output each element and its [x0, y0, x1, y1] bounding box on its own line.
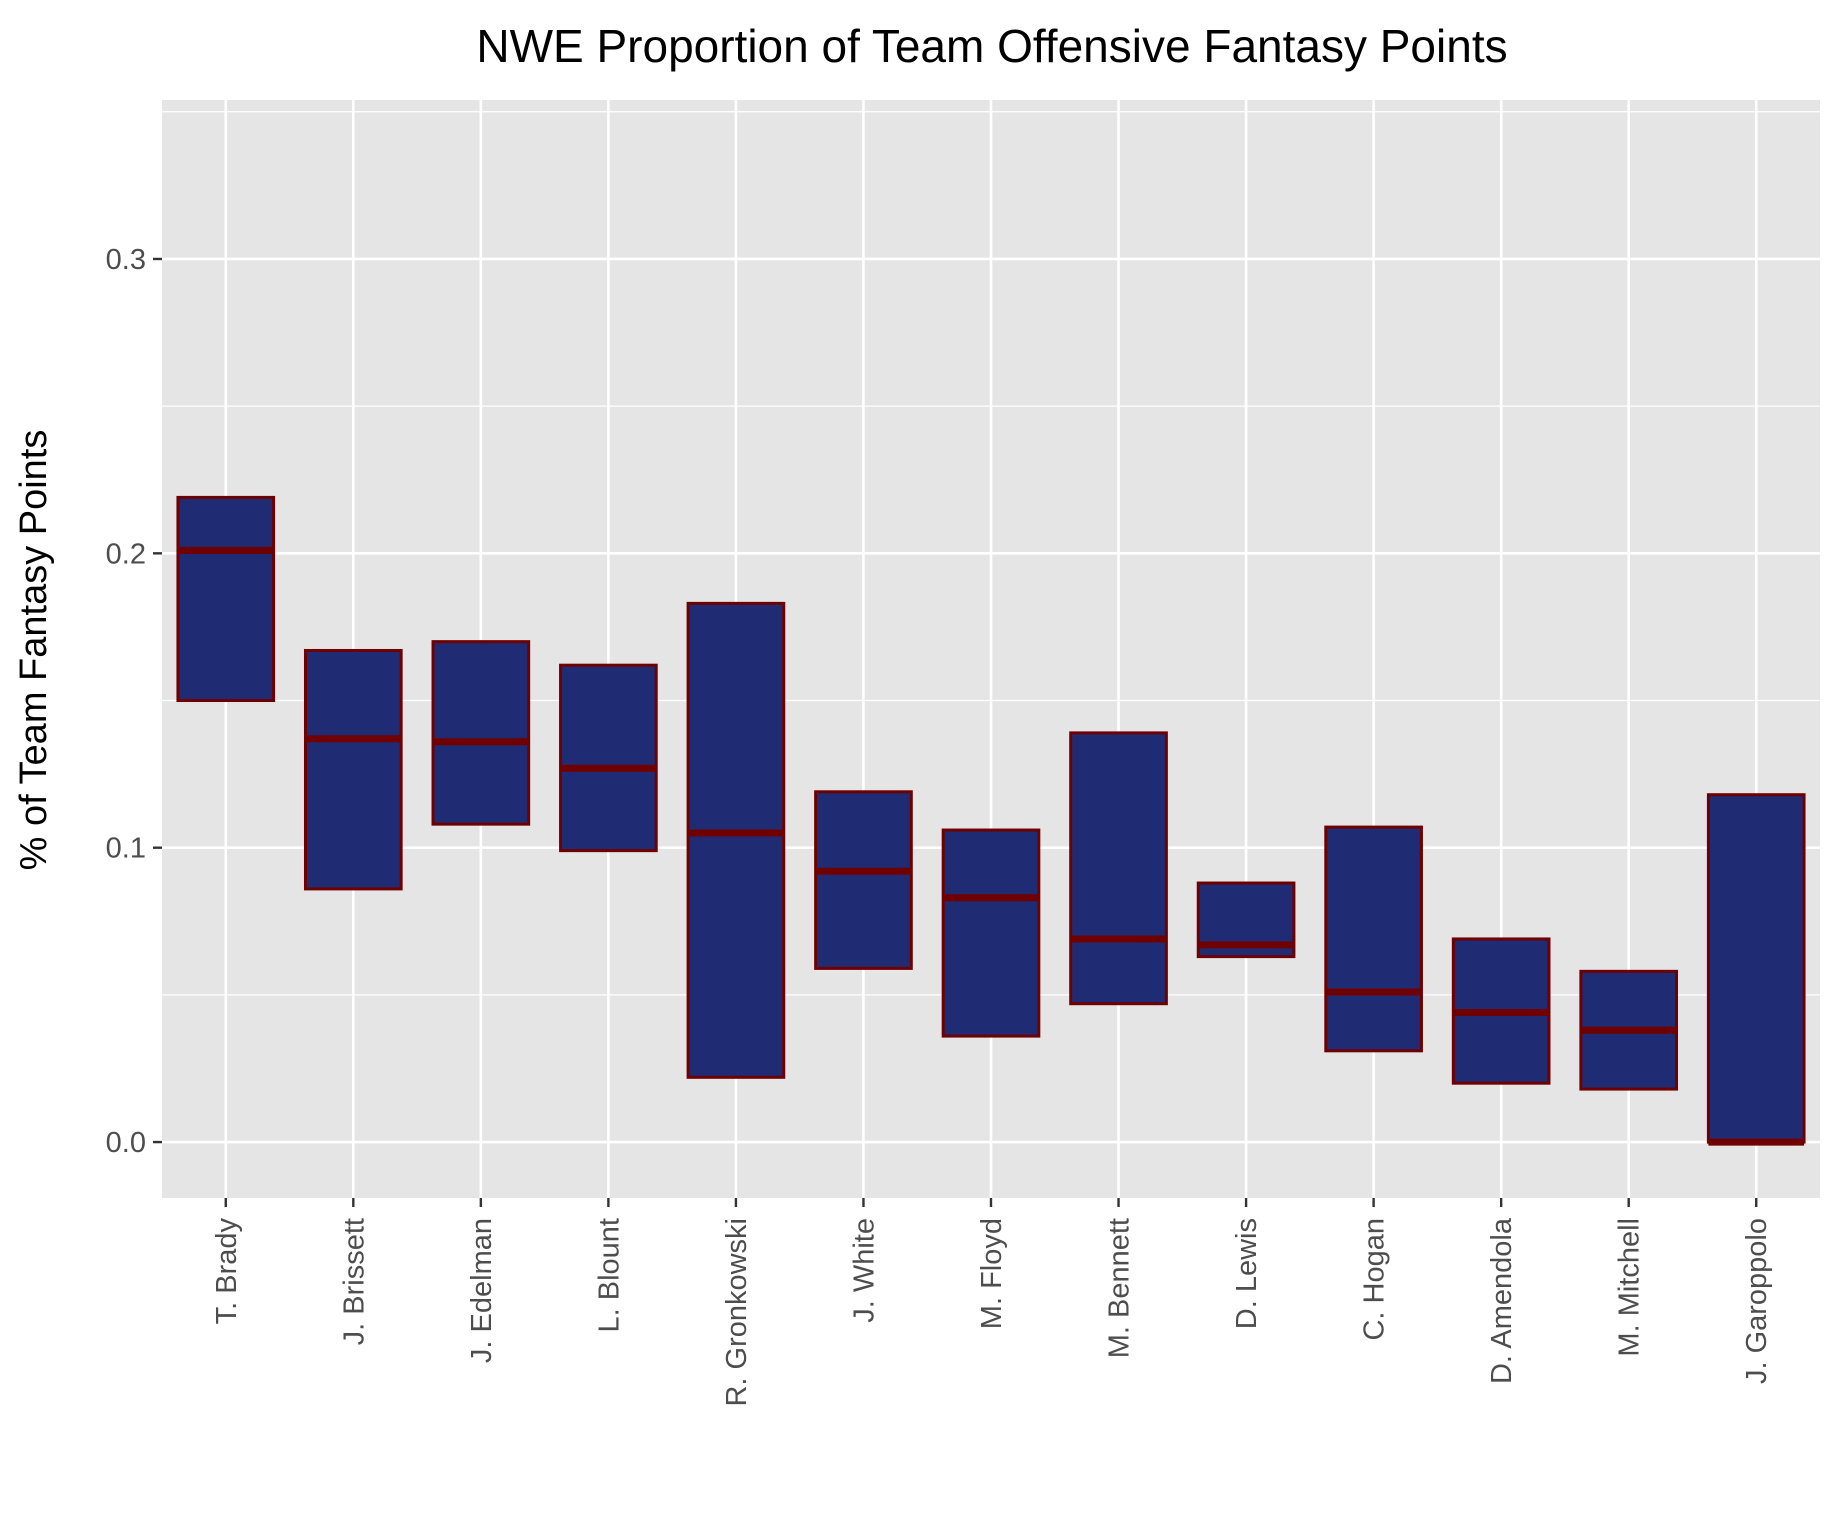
x-tick-label: C. Hogan: [1359, 1218, 1391, 1341]
x-tick-label: M. Bennett: [1104, 1218, 1136, 1358]
box: [431, 640, 531, 826]
x-tick-label: J. Edelman: [466, 1218, 498, 1363]
x-tick-label: M. Mitchell: [1614, 1218, 1646, 1357]
y-axis: 0.0 0.1 0.2 0.3: [106, 244, 162, 1159]
x-tick-label: T. Brady: [211, 1218, 243, 1325]
x-tick-label: J. Brissett: [338, 1218, 370, 1345]
y-tick-label: 0.2: [106, 538, 146, 570]
x-tick-label: M. Floyd: [976, 1218, 1008, 1329]
x-tick-label: D. Amendola: [1486, 1217, 1518, 1384]
box: [559, 663, 658, 853]
y-tick-label: 0.3: [106, 244, 146, 276]
y-axis-label: % of Team Fantasy Points: [13, 430, 55, 871]
x-tick-label: J. Garoppolo: [1741, 1218, 1773, 1384]
box: [1324, 825, 1423, 1053]
x-axis: T. Brady J. Brissett J. Edelman L. Blount R.…: [211, 1198, 1773, 1407]
y-tick-label: 0.0: [106, 1127, 146, 1159]
box: [176, 495, 276, 703]
x-tick-label: J. White: [848, 1218, 880, 1323]
x-tick-label: D. Lewis: [1231, 1218, 1263, 1329]
y-tick-label: 0.1: [106, 833, 146, 865]
boxes: [176, 495, 1806, 1146]
box: [303, 648, 403, 891]
box: [941, 828, 1041, 1038]
box: [814, 790, 913, 970]
box: [686, 601, 786, 1079]
box: [1069, 731, 1168, 1006]
box: [1706, 793, 1806, 1144]
chart-title: NWE Proportion of Team Offensive Fantasy…: [476, 20, 1507, 72]
x-tick-label: R. Gronkowski: [721, 1218, 753, 1407]
x-tick-label: L. Blount: [593, 1218, 625, 1332]
